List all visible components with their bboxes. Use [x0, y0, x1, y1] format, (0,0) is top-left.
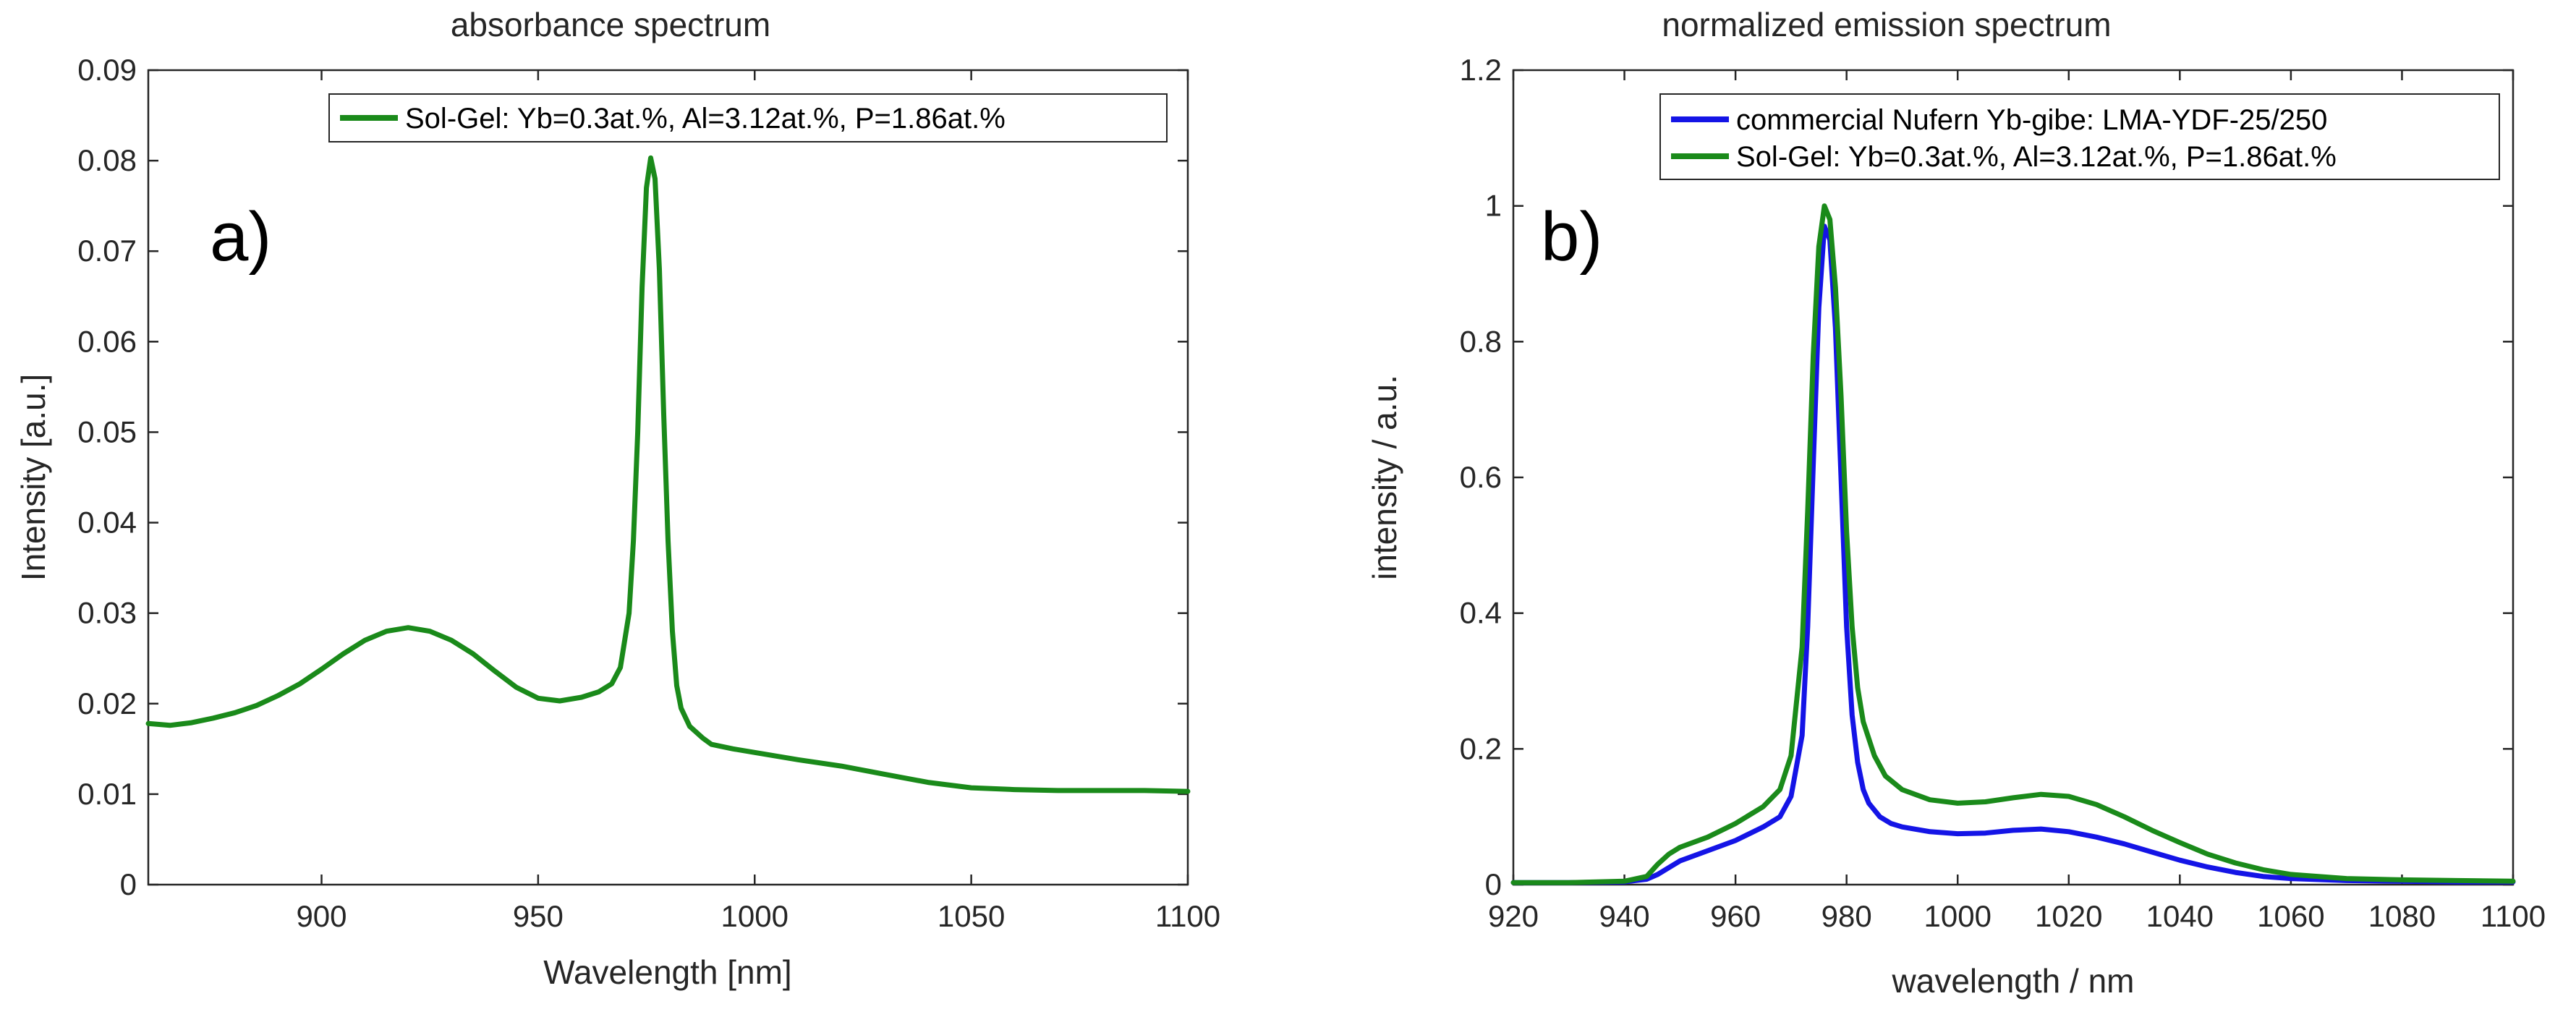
chart-a-ytick-label: 0.01 — [77, 777, 137, 811]
chart-b-legend-label-0: commercial Nufern Yb-gibe: LMA-YDF-25/25… — [1736, 104, 2327, 136]
chart-b-series-0-line — [1510, 224, 2516, 885]
chart-b-ytick-label: 0.6 — [1460, 460, 1502, 494]
chart-a-legend-label-0: Sol-Gel: Yb=0.3at.%, Al=3.12at.%, P=1.86… — [405, 103, 1006, 135]
chart-a-series-group — [145, 155, 1191, 794]
chart-b-legend-box — [1659, 93, 2500, 180]
chart-b-panel-label: b) — [1541, 198, 1602, 276]
chart-b-xtick-label: 1080 — [2368, 899, 2436, 933]
chart-a-title: absorbance spectrum — [451, 6, 770, 43]
chart-a-ytick-label: 0.05 — [77, 414, 137, 448]
chart-a-xtick-label: 950 — [513, 899, 564, 933]
chart-a-ytick-label: 0.03 — [77, 596, 137, 630]
chart-b-legend[interactable]: commercial Nufern Yb-gibe: LMA-YDF-25/25… — [1659, 93, 2500, 180]
chart-b-xtick-label: 1060 — [2257, 899, 2324, 933]
chart-a-ytick-label: 0.09 — [77, 53, 137, 87]
chart-b-xtick-label: 1020 — [2035, 899, 2102, 933]
chart-b-title: normalized emission spectrum — [1662, 6, 2111, 43]
chart-a-ytick-label: 0.04 — [77, 506, 137, 540]
chart-a-legend-box — [328, 93, 1168, 142]
chart-b-ytick-label: 1.2 — [1460, 53, 1502, 87]
chart-a-ytick-label: 0 — [120, 867, 137, 901]
chart-a-xtick-label: 1050 — [938, 899, 1005, 933]
chart-b-ylabel: intensity / a.u. — [1366, 375, 1403, 580]
chart-b-series-1-line — [1510, 203, 2516, 885]
chart-b-ytick-label: 0.4 — [1460, 596, 1502, 630]
chart-a-panel-label: a) — [210, 198, 271, 276]
chart-b-series-group — [1510, 203, 2516, 885]
chart-a-ylabel: Intensity [a.u.] — [14, 374, 52, 581]
chart-b-ytick-label: 0.8 — [1460, 324, 1502, 358]
chart-a-xtick-label: 1100 — [1155, 899, 1220, 933]
chart-a-ytick-label: 0.07 — [77, 234, 137, 268]
chart-a-ytick-label: 0.02 — [77, 686, 137, 720]
chart-b-xtick-label: 940 — [1599, 899, 1650, 933]
chart-b-xtick-label: 1040 — [2146, 899, 2214, 933]
chart-b-xtick-label: 920 — [1488, 899, 1539, 933]
chart-b-ytick-label: 1 — [1485, 189, 1502, 223]
chart-b-xtick-label: 1000 — [1924, 899, 1991, 933]
chart-b-ytick-label: 0 — [1485, 867, 1502, 901]
chart-a-ytick-label: 0.08 — [77, 143, 137, 177]
chart-a-xtick-label: 1000 — [721, 899, 788, 933]
chart-b-ticks: 920 940 960 980 1000 1020 1040 1060 1080 1100 0 0.2… — [1460, 53, 2546, 933]
chart-b-xtick-label: 1100 — [2481, 899, 2546, 933]
chart-a: absorbance spectrum 900 950 1000 1050 1100 0 0… — [14, 6, 1220, 991]
chart-a-ytick-label: 0.06 — [77, 324, 137, 358]
chart-b-xtick-label: 960 — [1710, 899, 1761, 933]
chart-a-legend[interactable]: Sol-Gel: Yb=0.3at.%, Al=3.12at.%, P=1.86… — [328, 93, 1168, 142]
chart-a-xlabel: Wavelength [nm] — [543, 953, 791, 991]
chart-a-xtick-label: 900 — [296, 899, 347, 933]
chart-b-axes — [1512, 69, 2515, 886]
chart-b-ytick-label: 0.2 — [1460, 731, 1502, 765]
chart-a-series-0-line — [145, 155, 1191, 794]
chart-b: normalized emission spectrum 920 940 960 98… — [1366, 6, 2546, 1000]
chart-a-ticks: 900 950 1000 1050 1100 0 0.01 0.02 0.03 0.04 0.05 0… — [77, 53, 1220, 933]
chart-b-xlabel: wavelength / nm — [1892, 962, 2135, 1000]
chart-b-legend-label-1: Sol-Gel: Yb=0.3at.%, Al=3.12at.%, P=1.86… — [1736, 141, 2337, 173]
chart-b-xtick-label: 980 — [1822, 899, 1872, 933]
